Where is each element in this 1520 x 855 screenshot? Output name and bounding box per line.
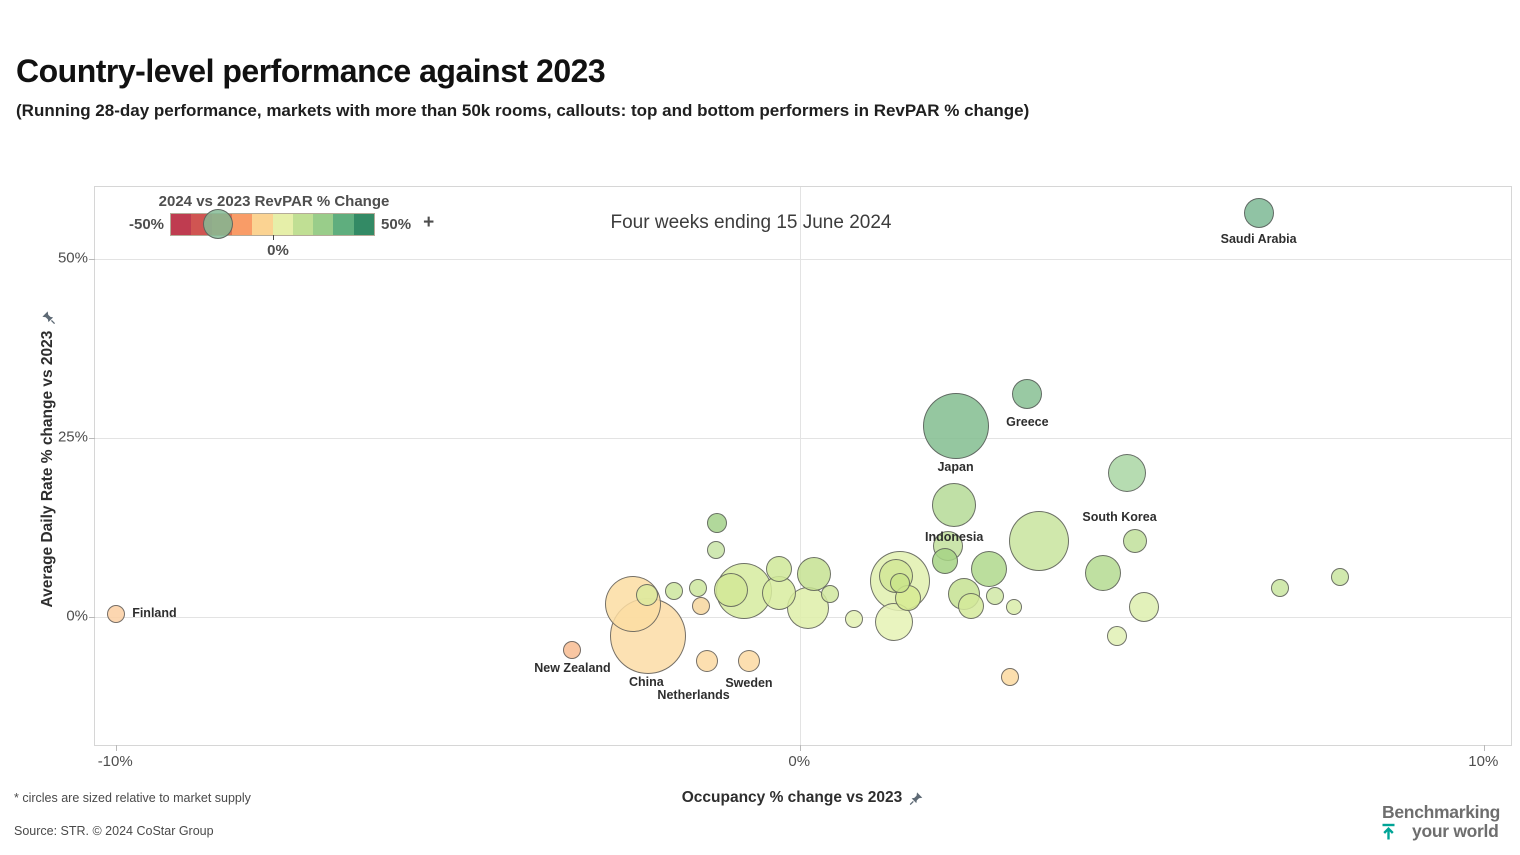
legend-mid-label: 0% bbox=[267, 242, 289, 259]
bubble[interactable] bbox=[665, 582, 684, 601]
bubble-indonesia[interactable] bbox=[932, 483, 977, 528]
legend-color-segment bbox=[272, 214, 293, 235]
bubble[interactable] bbox=[689, 578, 708, 597]
bubble-finland[interactable] bbox=[107, 605, 126, 624]
callout-label: Japan bbox=[937, 459, 974, 474]
x-tick-label: 0% bbox=[788, 753, 811, 770]
callout-label: Saudi Arabia bbox=[1220, 232, 1297, 247]
x-tick-label: 10% bbox=[1468, 753, 1499, 770]
legend-color-segment bbox=[292, 214, 314, 235]
bubble[interactable] bbox=[636, 583, 659, 606]
x-tick-mark bbox=[800, 745, 802, 751]
y-tick-label: 0% bbox=[66, 607, 88, 625]
callout-label: Finland bbox=[132, 606, 177, 621]
x-axis-label-text: Occupancy % change vs 2023 bbox=[681, 789, 903, 806]
bubble-netherlands[interactable] bbox=[695, 650, 718, 673]
bubble[interactable] bbox=[971, 551, 1008, 587]
bubble[interactable] bbox=[890, 572, 911, 593]
bubble[interactable] bbox=[766, 556, 793, 582]
bubble[interactable] bbox=[1009, 511, 1069, 572]
legend-color-segment bbox=[313, 214, 334, 235]
bubble-south-korea[interactable] bbox=[1107, 454, 1146, 493]
callout-label: China bbox=[629, 675, 664, 690]
y-axis-label-text: Average Daily Rate % change vs 2023 bbox=[39, 330, 56, 608]
legend-title: 2024 vs 2023 RevPAR % Change bbox=[158, 193, 390, 210]
y-tick-mark bbox=[89, 616, 95, 618]
bubble[interactable] bbox=[931, 548, 958, 575]
y-axis-label: Average Daily Rate % change vs 2023 bbox=[39, 244, 57, 674]
bubble[interactable] bbox=[762, 575, 797, 610]
plot-area: 2024 vs 2023 RevPAR % Change -50% 50% + … bbox=[89, 186, 1512, 751]
legend-color-segment bbox=[231, 214, 253, 235]
bubble-sweden[interactable] bbox=[737, 650, 760, 673]
legend-min-label: -50% bbox=[129, 216, 165, 233]
legend-color-segment bbox=[252, 214, 273, 235]
bubble[interactable] bbox=[821, 585, 840, 604]
logo-line1: Benchmarking bbox=[1382, 802, 1500, 822]
bubble[interactable] bbox=[692, 597, 711, 616]
callout-label: Netherlands bbox=[657, 688, 730, 703]
bubble-saudi-arabia[interactable] bbox=[1243, 198, 1274, 229]
bubble[interactable] bbox=[958, 593, 985, 620]
bubble[interactable] bbox=[1129, 591, 1160, 622]
y-tick-mark bbox=[89, 438, 95, 440]
gridline-horizontal bbox=[95, 259, 1511, 261]
y-tick-mark bbox=[89, 259, 95, 261]
bubble[interactable] bbox=[714, 572, 749, 607]
bubble[interactable] bbox=[1106, 626, 1127, 647]
legend-max-label: 50% bbox=[381, 216, 412, 233]
callout-label: South Korea bbox=[1082, 510, 1157, 525]
bubble[interactable] bbox=[845, 610, 864, 629]
y-tick-label: 50% bbox=[57, 249, 88, 267]
callout-label: Greece bbox=[1006, 415, 1049, 430]
y-tick-label: 25% bbox=[57, 428, 88, 446]
pushpin-icon bbox=[41, 310, 55, 324]
callout-label: Indonesia bbox=[925, 530, 984, 545]
bubble[interactable] bbox=[1330, 567, 1349, 586]
legend-color-segment bbox=[353, 214, 374, 235]
y-axis-tick-labels: 0% 25% 50% bbox=[0, 186, 88, 744]
chart-annotation: Four weeks ending 15 June 2024 bbox=[610, 212, 892, 233]
legend-expand-button[interactable]: + bbox=[417, 213, 434, 236]
bubble[interactable] bbox=[707, 513, 728, 534]
x-tick-mark bbox=[116, 745, 118, 751]
x-tick-label: -10% bbox=[97, 753, 133, 770]
bubble[interactable] bbox=[203, 209, 234, 240]
benchmarking-logo: Benchmarking your world bbox=[1382, 802, 1500, 841]
legend-mid-tick bbox=[272, 235, 274, 240]
bubble-greece[interactable] bbox=[1012, 379, 1043, 410]
logo-arrow-icon bbox=[1382, 823, 1395, 840]
logo-line2-text: your world bbox=[1412, 820, 1499, 841]
bubble[interactable] bbox=[1006, 598, 1023, 615]
source-footnote: Source: STR. © 2024 CoStar Group bbox=[14, 824, 214, 838]
page-subtitle: (Running 28-day performance, markets wit… bbox=[16, 101, 1030, 120]
callout-label: New Zealand bbox=[534, 660, 611, 675]
bubble-japan[interactable] bbox=[922, 392, 989, 459]
bubble[interactable] bbox=[1123, 529, 1148, 554]
bubble-layer: Saudi Arabia Greece Japan South Korea Indone… bbox=[95, 187, 1511, 745]
x-axis-label: Occupancy % change vs 2023 bbox=[682, 789, 923, 807]
pushpin-icon bbox=[909, 791, 922, 805]
x-axis-tick-labels: -10% 0% 10% bbox=[94, 753, 1510, 775]
gridline-horizontal bbox=[95, 438, 1511, 440]
gridline-vertical bbox=[800, 187, 802, 745]
callout-label: Sweden bbox=[725, 676, 773, 691]
bubble-new-zealand[interactable] bbox=[563, 640, 582, 659]
page-title: Country-level performance against 2023 bbox=[16, 53, 606, 89]
bubble[interactable] bbox=[707, 540, 726, 559]
legend-color-segment bbox=[171, 214, 192, 235]
bubble[interactable] bbox=[1001, 668, 1020, 687]
bubble[interactable] bbox=[985, 587, 1004, 606]
size-footnote: * circles are sized relative to market s… bbox=[14, 791, 251, 805]
legend-color-segment bbox=[333, 214, 354, 235]
bubble[interactable] bbox=[1271, 578, 1290, 597]
x-tick-mark bbox=[1484, 745, 1486, 751]
bubble[interactable] bbox=[1084, 554, 1121, 591]
